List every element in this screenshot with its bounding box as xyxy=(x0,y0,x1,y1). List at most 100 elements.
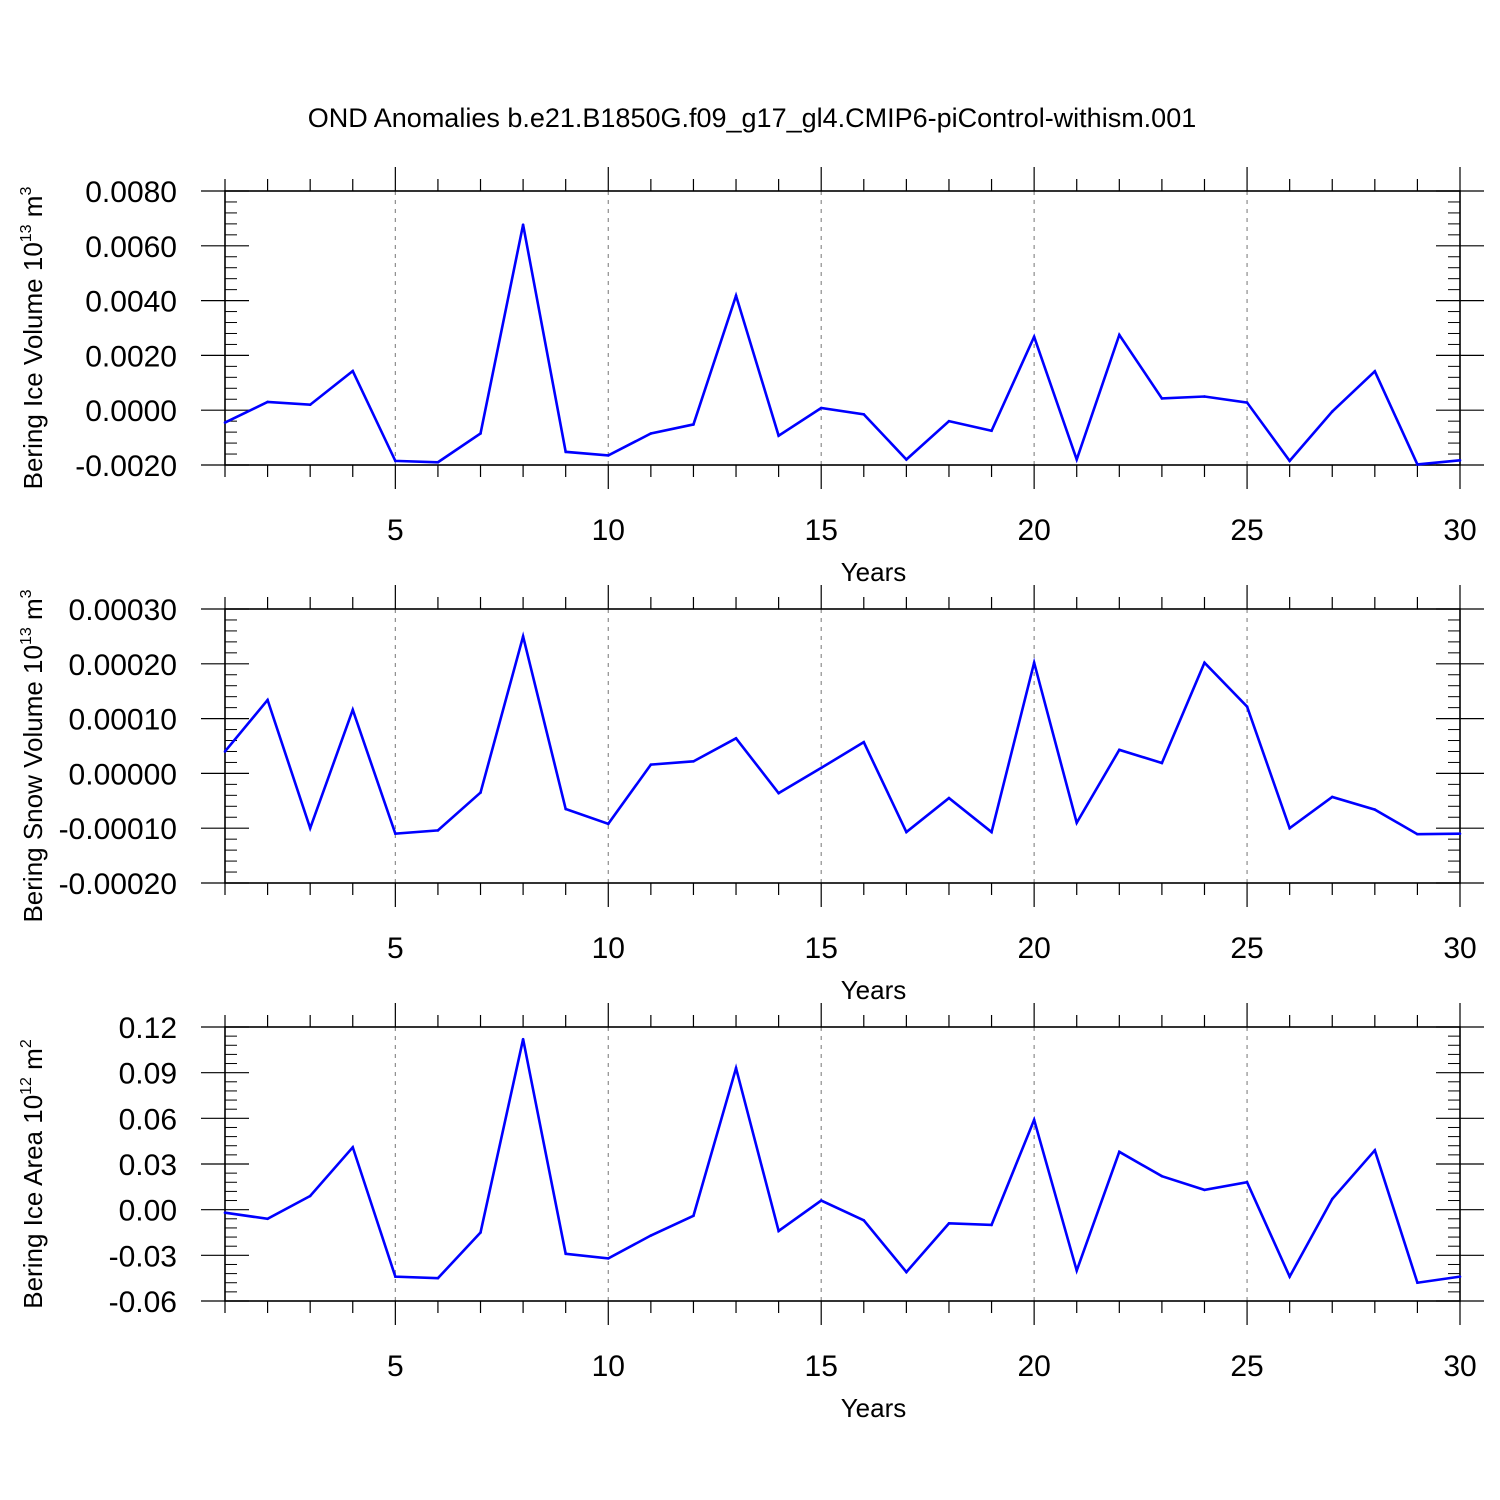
data-point xyxy=(862,740,866,744)
data-point xyxy=(1160,397,1164,400)
y-tick-label: 0.12 xyxy=(119,1012,177,1045)
data-point xyxy=(1373,1149,1377,1152)
data-point xyxy=(990,1223,993,1227)
data-point xyxy=(1245,1180,1249,1184)
y-axis-title-unit-exponent: 2 xyxy=(18,1039,35,1048)
y-tick-label: 0.0080 xyxy=(85,176,177,209)
y-axis-title-unit: m xyxy=(18,196,48,225)
data-point xyxy=(1458,832,1462,835)
x-tick-label: 15 xyxy=(805,932,838,965)
data-point xyxy=(1330,1197,1334,1201)
data-point xyxy=(734,1066,738,1070)
panel-3: -0.06 -0.03 0.00 0.03 0.06 0.09 0.12 5 10 15 20 25 3… xyxy=(18,1003,1484,1423)
x-tick-label: 30 xyxy=(1443,514,1476,547)
data-point xyxy=(1245,705,1249,708)
y-tick-label: 0.0020 xyxy=(85,340,177,373)
data-point xyxy=(1373,369,1377,373)
data-point xyxy=(606,454,610,457)
series-line xyxy=(223,631,1461,836)
data-point xyxy=(990,429,993,433)
data-point xyxy=(606,1257,610,1260)
data-point xyxy=(1288,826,1291,830)
data-point xyxy=(862,1219,866,1222)
x-tick-label: 5 xyxy=(387,932,404,965)
y-axis-title-unit-exponent: 3 xyxy=(18,589,35,598)
data-point xyxy=(479,791,482,794)
data-point xyxy=(479,432,482,435)
data-point xyxy=(1416,463,1419,466)
y-tick-label: 0.03 xyxy=(119,1149,177,1182)
data-point xyxy=(564,450,567,454)
data-point xyxy=(436,460,440,464)
data-point xyxy=(1458,1275,1462,1278)
data-point xyxy=(990,830,993,834)
data-point xyxy=(266,698,269,702)
series-points xyxy=(223,635,1462,836)
plot-frame xyxy=(224,1026,1461,1302)
data-point xyxy=(819,406,823,410)
y-axis-title-unit-exponent: 3 xyxy=(18,187,35,196)
y-tick-label: -0.03 xyxy=(109,1240,177,1273)
data-point xyxy=(692,760,695,763)
data-point xyxy=(1160,1174,1164,1178)
data-point xyxy=(649,432,653,435)
data-point xyxy=(308,403,312,407)
y-axis-title-main: Bering Snow Volume 10 xyxy=(18,645,48,923)
panel-2: -0.00020 -0.00010 0.00000 0.00010 0.00020 0.0… xyxy=(18,585,1484,1005)
data-point xyxy=(1075,1269,1079,1272)
data-point xyxy=(1032,1118,1036,1122)
data-point xyxy=(1203,395,1206,398)
x-tick-label: 10 xyxy=(592,932,625,965)
data-point xyxy=(351,708,355,712)
data-point xyxy=(1416,832,1419,836)
y-axis-title-exponent: 13 xyxy=(18,224,35,242)
data-point xyxy=(351,1145,355,1149)
data-point xyxy=(479,1231,482,1234)
y-axis-title-exponent: 13 xyxy=(18,627,35,645)
data-point xyxy=(1416,1281,1419,1285)
y-tick-label: 0.00030 xyxy=(69,594,177,627)
x-axis-title: Years xyxy=(841,975,907,1005)
series-points xyxy=(223,1037,1462,1285)
data-point xyxy=(521,223,525,227)
data-point xyxy=(266,400,269,404)
data-point xyxy=(606,822,610,826)
y-axis-title: Bering Ice Volume 1013 m3 xyxy=(18,187,48,490)
data-point xyxy=(564,1252,567,1256)
data-point xyxy=(905,1270,908,1274)
data-point xyxy=(947,1222,951,1225)
x-tick-label: 20 xyxy=(1017,514,1050,547)
data-point xyxy=(1118,1150,1121,1154)
data-point xyxy=(223,1211,227,1215)
x-tick-label: 15 xyxy=(805,1350,838,1383)
y-axis-title-unit: m xyxy=(18,1048,48,1077)
y-tick-label: 0.00000 xyxy=(69,758,177,791)
y-axis-title-unit: m xyxy=(18,598,48,627)
data-point xyxy=(905,458,908,461)
data-point xyxy=(649,1234,653,1237)
data-point xyxy=(1118,748,1121,752)
data-point xyxy=(777,1229,780,1233)
y-axis-title: Bering Ice Area 1012 m2 xyxy=(18,1039,48,1309)
x-tick-label: 5 xyxy=(387,1350,404,1383)
data-point xyxy=(351,369,355,373)
x-tick-label: 30 xyxy=(1443,932,1476,965)
data-point xyxy=(1330,410,1334,413)
y-tick-label: 0.0000 xyxy=(85,395,177,428)
plot-frame xyxy=(224,608,1461,884)
x-tick-label: 25 xyxy=(1230,514,1263,547)
data-point xyxy=(1075,821,1079,825)
y-axis-title-main: Bering Ice Volume 10 xyxy=(18,242,48,489)
data-point xyxy=(734,294,738,297)
y-tick-label: 0.00 xyxy=(119,1195,177,1228)
y-tick-label: 0.06 xyxy=(119,1103,177,1136)
data-point xyxy=(1373,808,1377,811)
y-tick-label: 0.0060 xyxy=(85,231,177,264)
y-tick-label: -0.00010 xyxy=(59,813,177,846)
x-tick-label: 20 xyxy=(1017,932,1050,965)
data-point xyxy=(1032,661,1036,665)
data-point xyxy=(436,1276,440,1280)
data-point xyxy=(436,829,440,832)
x-tick-label: 15 xyxy=(805,514,838,547)
